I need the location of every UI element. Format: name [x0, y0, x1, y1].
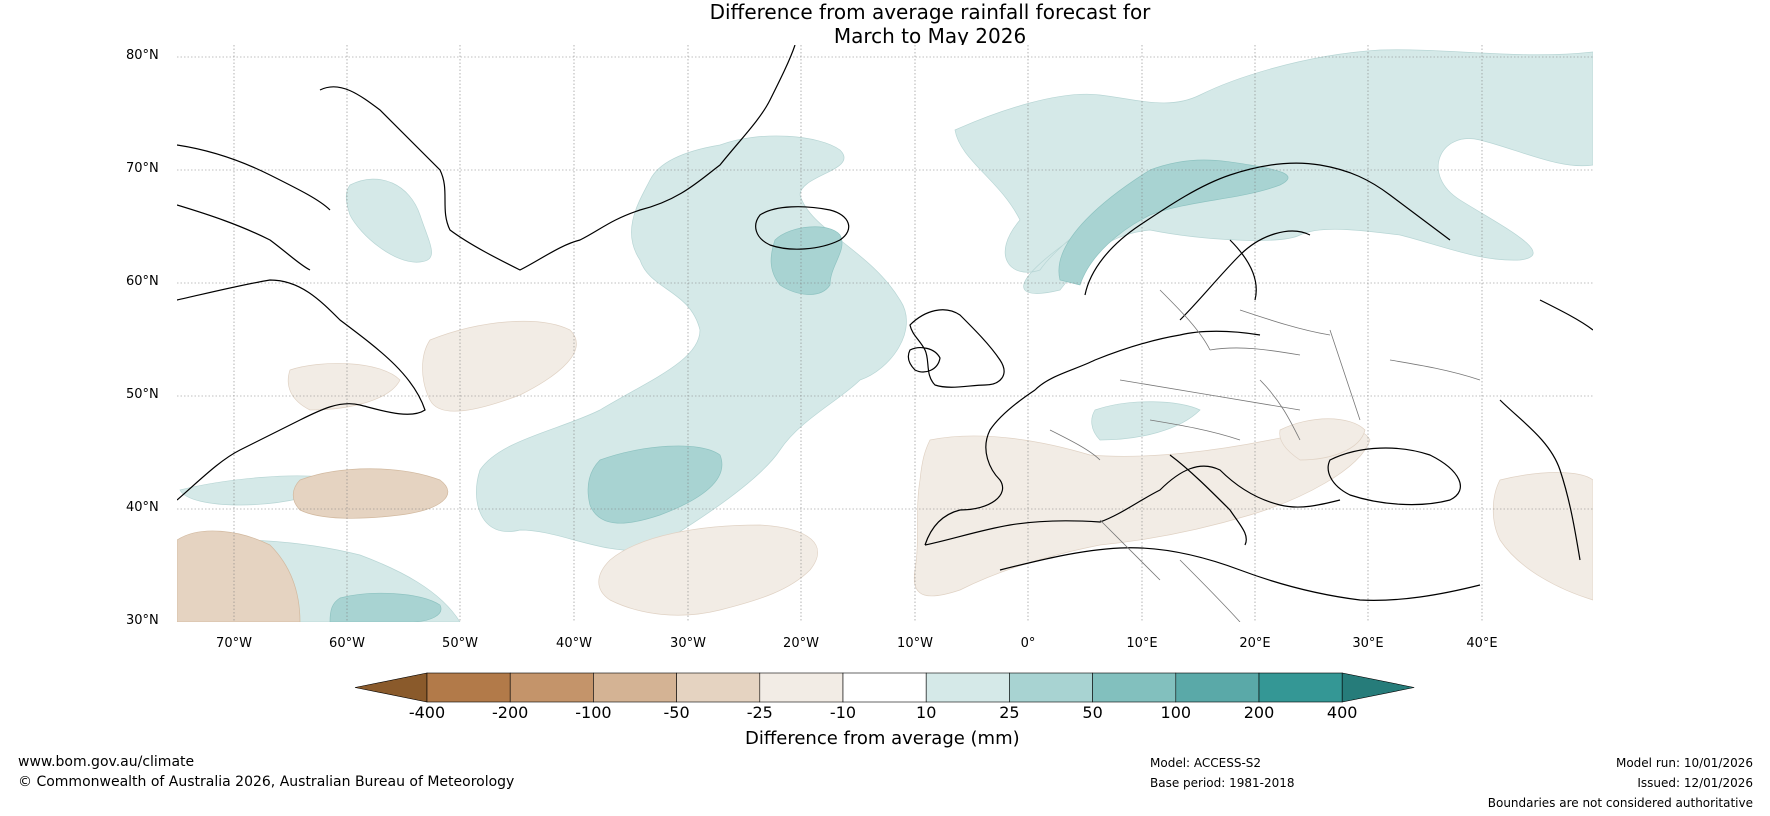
footer-model: Model: ACCESS-S2	[1150, 756, 1262, 770]
colorbar-tick-label: 25	[999, 703, 1020, 722]
lon-label-20w: 20°W	[783, 636, 819, 651]
lon-label-0: 0°	[1020, 636, 1036, 651]
dry-region-iberia-med	[913, 428, 1371, 597]
dry-region-nw-atlantic	[292, 468, 449, 519]
footer-model-run: Model run: 10/01/2026	[1615, 756, 1753, 770]
country-borders	[1049, 289, 1481, 622]
colorbar-bin	[676, 672, 761, 703]
colorbar-extension-low	[354, 672, 428, 703]
colorbar-bin	[1258, 672, 1343, 703]
colorbar-tick-label: -10	[829, 703, 857, 722]
lon-label-40w: 40°W	[556, 636, 592, 651]
coastline-scandinavia	[1084, 162, 1451, 321]
colorbar-bin	[1175, 672, 1260, 703]
coastline-british-isles	[907, 309, 1005, 388]
colorbar-tick-label: -25	[746, 703, 773, 722]
lon-label-30w: 30°W	[670, 636, 706, 651]
footer-website: www.bom.gov.au/climate	[18, 754, 195, 770]
footer-issued: Issued: 12/01/2026	[1637, 776, 1753, 790]
dry-region-west-subtropics	[177, 530, 301, 622]
lon-label-20e: 20°E	[1239, 636, 1271, 651]
wet-region-greenland-sea	[345, 178, 432, 263]
coastlines	[177, 45, 1593, 601]
coastline-black-sea	[1327, 447, 1461, 506]
coastline-iceland	[755, 206, 850, 250]
lon-label-40e: 40°E	[1466, 636, 1498, 651]
colorbar-bin	[759, 672, 844, 703]
colorbar-bin	[509, 672, 594, 703]
footer-base-period: Base period: 1981-2018	[1150, 776, 1295, 790]
colorbar-tick-label: 400	[1326, 703, 1358, 722]
coastline-greenland	[319, 45, 796, 271]
map-title-line-2: March to May 2026	[833, 24, 1027, 48]
colorbar-tick-label: -200	[492, 703, 529, 722]
anomaly-shading	[177, 49, 1593, 622]
coastline-italy	[1169, 454, 1247, 546]
dry-region-newfoundland-sea	[422, 320, 577, 412]
colorbar-extension-high	[1341, 672, 1415, 703]
wet-region-norway-coast	[1058, 159, 1289, 286]
dry-region-labrador-sea	[287, 363, 401, 411]
coastline-north-america	[177, 279, 426, 501]
coastline-western-europe	[924, 330, 1261, 546]
colorbar-tick-label: -400	[408, 703, 446, 722]
colorbar-tick-label: 100	[1160, 703, 1192, 722]
colorbar	[354, 672, 1415, 703]
lon-label-70w: 70°W	[216, 636, 252, 651]
lat-label-30n: 30°N	[126, 613, 159, 628]
lon-label-10w: 10°W	[897, 636, 933, 651]
colorbar-bin	[593, 672, 677, 703]
footer-copyright: © Commonwealth of Australia 2026, Austra…	[18, 774, 515, 790]
colorbar-tick-label: 10	[916, 703, 937, 722]
colorbar-tick-label: -100	[575, 703, 612, 722]
lat-label-60n: 60°N	[126, 274, 159, 289]
colorbar-bin	[925, 672, 1010, 703]
lon-label-30e: 30°E	[1352, 636, 1384, 651]
colorbar-bin	[1009, 672, 1093, 703]
lon-label-60w: 60°W	[329, 636, 365, 651]
dry-region-central-atlantic	[598, 524, 818, 616]
lat-label-70n: 70°N	[126, 161, 159, 176]
coastline-east	[1499, 299, 1593, 561]
wet-region-alps	[1091, 401, 1201, 441]
map-title: Difference from average rainfall forecas…	[0, 0, 1770, 48]
wet-region-sub-2	[329, 592, 442, 622]
lat-label-50n: 50°N	[126, 387, 159, 402]
coastline-baffin	[177, 144, 331, 271]
map-title-line-1: Difference from average rainfall forecas…	[709, 0, 1151, 24]
dry-region-middle-east	[1492, 472, 1593, 601]
colorbar-tick-label: 200	[1243, 703, 1275, 722]
lon-label-10e: 10°E	[1126, 636, 1158, 651]
colorbar-label: Difference from average (mm)	[745, 728, 1020, 749]
colorbar-bin	[842, 672, 927, 703]
graticule	[177, 45, 1593, 622]
wet-region-iceland	[770, 226, 843, 295]
footer-disclaimer: Boundaries are not considered authoritat…	[1487, 796, 1753, 810]
colorbar-bin	[1092, 672, 1177, 703]
wet-region-mid-atlantic	[587, 445, 723, 524]
lon-label-50w: 50°W	[442, 636, 478, 651]
dry-region-black-sea	[1279, 418, 1366, 461]
colorbar-tick-label: -50	[663, 703, 690, 722]
lat-label-80n: 80°N	[126, 48, 159, 63]
coastline-mediterranean	[924, 465, 1481, 601]
lat-label-40n: 40°N	[126, 500, 159, 515]
colorbar-bin	[426, 672, 511, 703]
colorbar-tick-label: 50	[1082, 703, 1103, 722]
